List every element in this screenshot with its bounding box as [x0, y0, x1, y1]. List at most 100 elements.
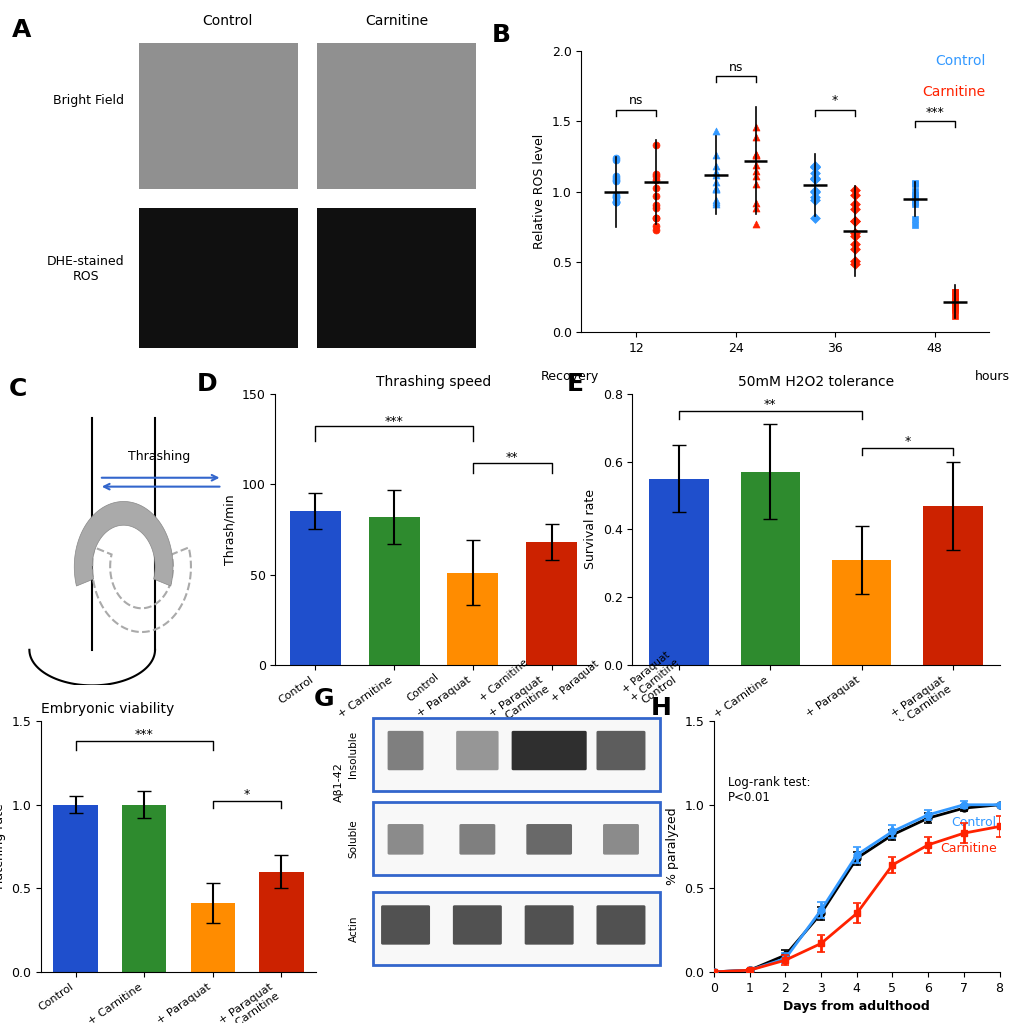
Text: *: * — [244, 788, 250, 801]
Point — [707, 180, 723, 196]
Point — [607, 188, 624, 205]
Text: ***: *** — [924, 105, 944, 119]
Bar — [259, 872, 304, 972]
FancyBboxPatch shape — [455, 730, 498, 770]
Text: **: ** — [505, 451, 518, 463]
Point — [846, 228, 862, 244]
Point — [747, 147, 763, 164]
Text: Control: Control — [951, 816, 996, 830]
Point — [707, 147, 723, 164]
Polygon shape — [74, 501, 173, 586]
Text: hours: hours — [974, 370, 1009, 384]
Point — [747, 176, 763, 192]
Point — [846, 253, 862, 269]
Y-axis label: Survival rate: Survival rate — [584, 489, 596, 570]
Point — [647, 188, 663, 205]
Point — [846, 240, 862, 257]
Text: + Carnitine: + Carnitine — [477, 658, 529, 704]
Y-axis label: % paralyzed: % paralyzed — [665, 808, 678, 885]
Y-axis label: Thrash/min: Thrash/min — [223, 494, 236, 565]
Point — [906, 196, 922, 213]
Point — [906, 191, 922, 208]
Text: Carnitine: Carnitine — [365, 13, 428, 28]
Point — [707, 123, 723, 139]
Title: Thrashing speed: Thrashing speed — [376, 374, 490, 389]
Point — [607, 193, 624, 210]
Point — [607, 188, 624, 205]
Text: Control: Control — [203, 13, 253, 28]
FancyBboxPatch shape — [602, 825, 638, 854]
Point — [707, 174, 723, 190]
Point — [906, 217, 922, 233]
Point — [647, 137, 663, 153]
Point — [946, 288, 962, 305]
Point — [846, 256, 862, 272]
Point — [806, 210, 822, 226]
Point — [946, 290, 962, 306]
Point — [747, 129, 763, 145]
Point — [946, 302, 962, 318]
Point — [607, 186, 624, 203]
Point — [707, 191, 723, 208]
Text: H: H — [650, 697, 672, 720]
Point — [747, 201, 763, 217]
Bar — [447, 573, 498, 665]
Text: *: * — [832, 94, 838, 107]
Point — [747, 157, 763, 173]
Point — [846, 213, 862, 229]
Point — [707, 164, 723, 180]
FancyBboxPatch shape — [381, 905, 430, 944]
Point — [607, 168, 624, 184]
Point — [906, 182, 922, 198]
Text: Bright Field: Bright Field — [53, 94, 124, 107]
Point — [647, 166, 663, 182]
FancyBboxPatch shape — [387, 730, 423, 770]
Bar — [139, 43, 298, 189]
FancyBboxPatch shape — [596, 730, 645, 770]
Text: ns: ns — [629, 94, 643, 107]
Bar — [922, 505, 982, 665]
Bar — [53, 805, 98, 972]
Text: D: D — [196, 372, 217, 396]
Text: Actin: Actin — [348, 916, 358, 942]
Y-axis label: Relative ROS level: Relative ROS level — [533, 134, 545, 250]
Bar — [317, 209, 476, 354]
FancyBboxPatch shape — [452, 905, 501, 944]
Text: ns: ns — [728, 60, 742, 74]
Point — [946, 284, 962, 301]
Text: Thrashing: Thrashing — [128, 450, 191, 463]
Point — [806, 192, 822, 209]
Point — [846, 213, 862, 229]
Point — [906, 176, 922, 192]
Point — [906, 175, 922, 191]
Text: Aβ1-42: Aβ1-42 — [333, 762, 343, 802]
Text: DHE-stained
ROS: DHE-stained ROS — [47, 255, 124, 282]
Point — [806, 166, 822, 182]
Point — [906, 211, 922, 227]
Point — [647, 196, 663, 213]
Text: Embryonic viability: Embryonic viability — [41, 702, 174, 716]
Text: Carnitine: Carnitine — [921, 85, 984, 99]
Point — [806, 158, 822, 174]
Point — [747, 168, 763, 184]
Point — [747, 216, 763, 232]
Point — [906, 193, 922, 210]
Text: ***: *** — [135, 728, 154, 741]
Text: G: G — [314, 686, 334, 711]
Point — [647, 222, 663, 238]
Point — [707, 167, 723, 183]
Point — [747, 146, 763, 163]
Point — [747, 195, 763, 212]
Bar — [191, 903, 234, 972]
Text: Control: Control — [406, 671, 440, 704]
Point — [707, 158, 723, 174]
Point — [607, 193, 624, 210]
Text: + Paraquat: + Paraquat — [548, 659, 600, 704]
Point — [806, 189, 822, 206]
Point — [607, 193, 624, 210]
Point — [906, 189, 922, 206]
Point — [806, 170, 822, 186]
FancyBboxPatch shape — [387, 825, 423, 854]
Text: Control: Control — [934, 54, 984, 68]
Point — [707, 195, 723, 212]
